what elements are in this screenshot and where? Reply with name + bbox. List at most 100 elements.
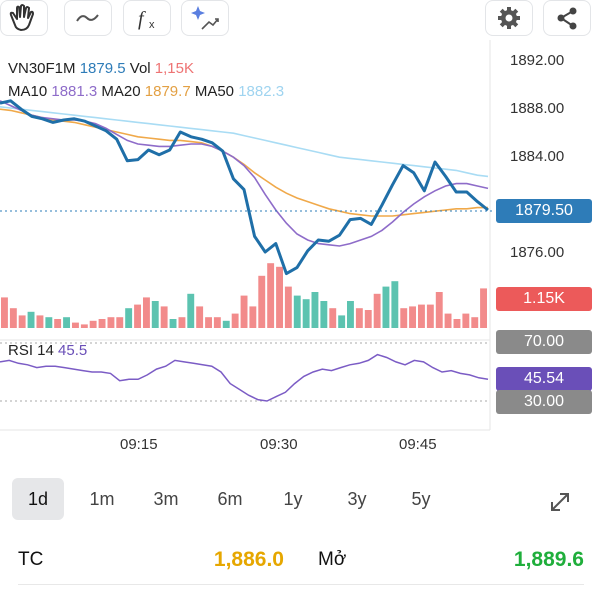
stats-divider	[18, 584, 584, 585]
volume-bar	[151, 301, 159, 328]
volume-bar	[18, 315, 26, 328]
volume-bar	[258, 275, 266, 328]
vol-label: Vol	[129, 60, 151, 77]
ma10-label: MA10	[8, 83, 48, 100]
gear-icon[interactable]	[485, 0, 533, 36]
volume-bar	[373, 293, 381, 328]
volume-bar	[116, 317, 124, 328]
tc-value: 1,886.0	[213, 548, 284, 571]
volume-bar	[72, 322, 79, 328]
volume-bar	[143, 297, 150, 328]
last-price-tag: 1879.50	[496, 199, 592, 223]
volume-bar	[125, 308, 133, 328]
sparkle-chart-icon[interactable]	[181, 0, 229, 36]
ma20-line	[0, 108, 488, 217]
ma20-label: MA20	[101, 83, 141, 100]
volume-bar	[134, 304, 141, 328]
rsi-legend: RSI 14 45.5	[8, 342, 87, 359]
volume-bar	[355, 308, 363, 328]
volume-bar	[426, 304, 434, 328]
period-6m[interactable]: 6m	[217, 489, 243, 509]
rsi-30-tag: 30.00	[496, 390, 592, 414]
volume-bar	[382, 286, 390, 328]
volume-bar	[63, 317, 70, 328]
period-1y[interactable]: 1y	[283, 489, 303, 509]
volume-bar	[320, 301, 328, 328]
volume-bar	[471, 317, 479, 328]
time-label: 09:45	[399, 436, 437, 453]
price-chart[interactable]	[0, 40, 600, 460]
tc-label: TC	[18, 549, 44, 570]
svg-text:x: x	[149, 19, 155, 31]
period-1m[interactable]: 1m	[89, 489, 115, 509]
volume-bar	[178, 317, 186, 328]
volume-bar	[107, 317, 115, 328]
rsi-value-tag: 45.54	[496, 367, 592, 391]
volume-bar	[160, 306, 168, 328]
rsi-label: RSI 14	[8, 342, 54, 359]
open-value: 1,889.6	[513, 548, 584, 571]
volume-bar	[98, 319, 106, 328]
volume-bar	[196, 306, 204, 328]
volume-bar	[89, 320, 97, 328]
rsi-value: 45.5	[58, 342, 88, 359]
volume-bar	[54, 319, 62, 328]
volume-bar	[480, 288, 487, 328]
period-1d[interactable]: 1d	[12, 478, 64, 520]
volume-bars	[1, 263, 487, 328]
volume-bar	[418, 304, 425, 328]
vol-value: 1,15K	[154, 60, 194, 77]
period-3m[interactable]: 3m	[153, 489, 179, 509]
axis-price-label: 1876.00	[510, 244, 565, 261]
volume-tag: 1.15K	[496, 287, 592, 311]
volume-bar	[444, 313, 452, 328]
volume-bar	[205, 317, 212, 328]
volume-bar	[27, 311, 35, 328]
volume-bar	[435, 292, 443, 328]
time-label: 09:15	[120, 436, 158, 453]
period-selector: 1d 1m 3m 6m 1y 3y 5y	[0, 476, 600, 524]
volume-bar	[329, 308, 337, 328]
volume-bar	[284, 286, 292, 328]
price-value: 1879.5	[79, 60, 126, 77]
volume-bar	[9, 308, 17, 328]
open-label: Mở	[318, 549, 347, 570]
ma10-value: 1881.3	[51, 83, 98, 100]
legend-row-2: MA10 1881.3 MA20 1879.7 MA50 1882.3	[8, 83, 284, 100]
hand-icon[interactable]	[0, 0, 48, 36]
volume-bar	[80, 324, 88, 328]
volume-bar	[311, 292, 319, 328]
volume-bar	[36, 315, 44, 328]
volume-bar	[45, 317, 53, 328]
axis-price-label: 1884.00	[510, 148, 565, 165]
volume-bar	[1, 297, 8, 328]
legend-row-1: VN30F1M 1879.5 Vol 1,15K	[8, 60, 194, 77]
ma50-label: MA50	[194, 83, 235, 100]
rsi-line	[0, 353, 489, 402]
volume-bar	[169, 319, 177, 328]
volume-bar	[249, 306, 257, 328]
share-icon[interactable]	[543, 0, 591, 36]
ma20-value: 1879.7	[144, 83, 191, 100]
axis-price-label: 1888.00	[510, 100, 565, 117]
period-5y[interactable]: 5y	[411, 489, 431, 509]
rsi-70-tag: 70.00	[496, 330, 592, 354]
ma50-value: 1882.3	[238, 83, 285, 100]
expand-icon[interactable]	[540, 486, 580, 516]
wave-icon[interactable]	[64, 0, 112, 36]
volume-bar	[391, 281, 399, 328]
svg-text:f: f	[138, 8, 146, 30]
ma50-line	[0, 106, 489, 178]
volume-bar	[453, 319, 461, 328]
volume-bar	[222, 320, 230, 328]
volume-bar	[347, 301, 354, 328]
volume-bar	[276, 266, 283, 328]
period-3y[interactable]: 3y	[347, 489, 367, 509]
volume-bar	[231, 313, 239, 328]
time-label: 09:30	[260, 436, 298, 453]
volume-bar	[267, 263, 275, 328]
volume-bar	[302, 299, 310, 328]
stats-panel: TC 1,886.0 Mở 1,889.6	[0, 540, 600, 600]
